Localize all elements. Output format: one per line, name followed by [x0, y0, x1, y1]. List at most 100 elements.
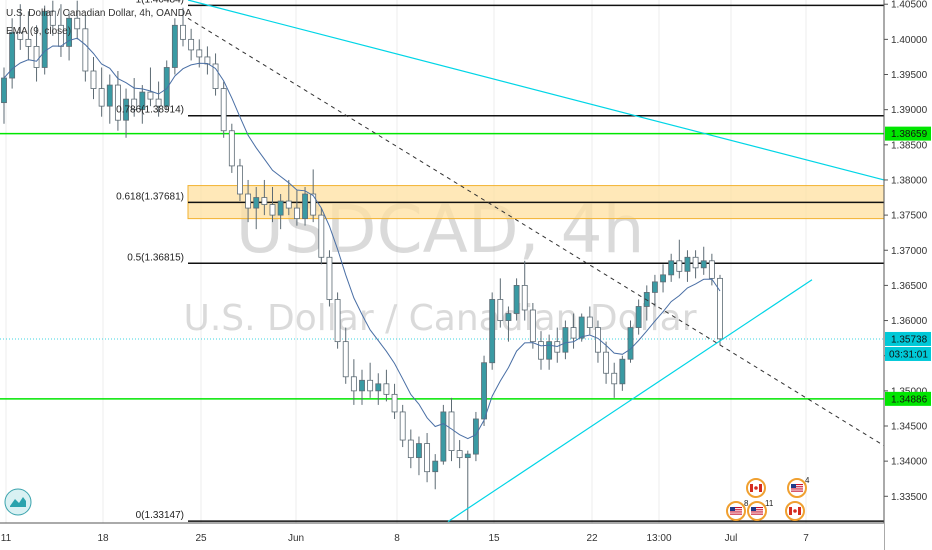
candle	[497, 299, 504, 321]
candle	[708, 260, 715, 279]
candle	[1, 77, 7, 104]
candle	[521, 285, 528, 311]
candle	[302, 193, 308, 220]
candle	[334, 299, 341, 343]
candle	[700, 260, 707, 269]
y-tick-label: 1.36000	[891, 316, 928, 327]
candle	[692, 256, 699, 269]
candle	[407, 439, 414, 459]
fib-level-label: 0.786(1.38914)	[116, 105, 184, 116]
candle	[188, 38, 195, 51]
level-price-tag-label: 1.38659	[891, 129, 928, 140]
candle	[245, 193, 252, 209]
candle	[277, 200, 284, 216]
candle	[684, 256, 691, 272]
candle	[432, 460, 439, 473]
canada-flag-icon[interactable]	[746, 478, 766, 498]
candle	[155, 98, 162, 107]
candle	[285, 200, 292, 209]
last-price-tag	[885, 331, 931, 346]
candle	[359, 379, 365, 392]
candle	[391, 393, 398, 413]
fib-level-label: 1(1.40484)	[136, 0, 184, 5]
candle	[383, 383, 390, 395]
last-price-tag-label: 1.35738	[891, 334, 928, 345]
event-count: 8	[744, 499, 749, 508]
symbol-title: U.S. Dollar / Canadian Dollar, 4h, OANDA	[6, 8, 192, 19]
candle	[350, 376, 357, 392]
candle	[90, 70, 97, 89]
indicator-label: EMA (9, close)	[6, 26, 71, 37]
us-flag-icon[interactable]	[787, 478, 807, 498]
trend-line-support[interactable]	[447, 279, 813, 523]
candle	[538, 341, 544, 360]
candle	[342, 341, 349, 378]
candle	[448, 411, 455, 451]
tradingview-logo-icon[interactable]	[4, 488, 32, 516]
y-tick-label: 1.34000	[891, 457, 928, 468]
candle	[513, 285, 520, 314]
candle	[74, 17, 81, 30]
y-tick-label: 1.40000	[891, 35, 928, 46]
candle	[611, 372, 618, 385]
y-tick-label: 1.38000	[891, 175, 928, 186]
x-tick-label: 7	[803, 533, 809, 544]
y-tick-label: 1.39500	[891, 70, 928, 81]
us-flag-icon[interactable]	[726, 501, 746, 521]
candle	[220, 88, 227, 132]
x-tick-label: 18	[97, 533, 109, 544]
us-flag-icon[interactable]	[747, 501, 767, 521]
watermark-name: U.S. Dollar / Canadian Dollar	[183, 298, 696, 339]
candle	[660, 274, 666, 283]
price-axis[interactable]: 1.40500 1.40000 1.39500 1.39000 1.38500 1.380…	[883, 0, 932, 550]
candle	[318, 214, 325, 258]
candle	[163, 67, 170, 107]
candle	[180, 24, 186, 40]
y-tick-label: 1.39000	[891, 105, 928, 116]
event-count: 4	[805, 476, 810, 485]
candle	[562, 327, 569, 353]
candle	[717, 277, 723, 340]
candle	[505, 313, 512, 321]
fib-level-label: 0.5(1.36815)	[127, 252, 184, 263]
bar-countdown-label: 03:31:01	[889, 349, 928, 360]
canada-flag-icon[interactable]	[785, 501, 805, 521]
time-axis[interactable]: 11 18 25 Jun 8 15 22 13:00 Jul 7	[0, 522, 884, 550]
trend-line-dashed[interactable]	[187, 17, 885, 447]
candle	[261, 197, 268, 205]
candle	[464, 453, 471, 459]
candle	[424, 443, 431, 473]
candle	[578, 316, 585, 339]
level-price-tag	[885, 126, 931, 141]
candle	[367, 379, 374, 392]
candle	[17, 31, 24, 40]
candle	[204, 56, 211, 65]
candle	[529, 309, 536, 343]
candle	[440, 411, 447, 462]
y-tick-label: 1.34500	[891, 421, 928, 432]
event-count: 11	[765, 499, 774, 508]
candle	[131, 98, 138, 111]
candle	[399, 411, 406, 441]
fib-level-label: 0.618(1.37681)	[116, 191, 184, 202]
candle	[196, 49, 203, 58]
economic-events[interactable]: 4 8 11	[726, 476, 810, 521]
candle	[546, 341, 553, 360]
trend-lines[interactable]	[187, 0, 885, 523]
chart-grid	[5, 0, 807, 523]
candle	[635, 306, 642, 328]
y-tick-label: 1.40500	[891, 0, 928, 11]
candle	[481, 362, 487, 420]
candle	[627, 327, 634, 360]
bar-countdown-tag	[885, 346, 931, 361]
candle	[619, 358, 626, 385]
candle	[668, 260, 675, 276]
candle	[98, 88, 105, 107]
x-tick-label: 22	[586, 533, 598, 544]
trend-line-resistance[interactable]	[187, 0, 885, 181]
candle	[269, 204, 276, 216]
candle	[33, 45, 40, 68]
candle	[171, 24, 178, 68]
x-tick-label: Jun	[288, 533, 304, 544]
